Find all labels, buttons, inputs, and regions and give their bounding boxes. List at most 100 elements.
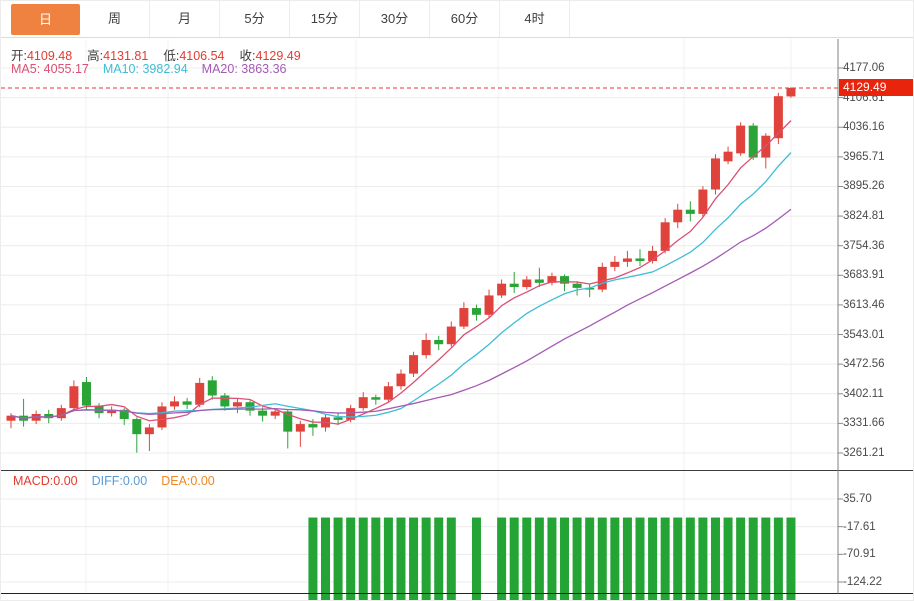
macd-bar [610, 517, 620, 600]
y-axis-label: -124.22 [843, 576, 883, 588]
macd-bar [648, 517, 658, 600]
candle [497, 283, 507, 296]
macd-bar [383, 517, 393, 600]
ma20-line [10, 208, 792, 419]
candle [459, 308, 469, 327]
candle [245, 402, 255, 411]
candle [6, 415, 16, 421]
macd-bar [786, 517, 796, 600]
candle [736, 125, 746, 154]
y-axis-label: 4036.16 [843, 121, 885, 134]
y-axis-label: 3331.66 [843, 417, 885, 430]
y-axis-label: 3472.56 [843, 358, 885, 371]
candle [119, 409, 129, 420]
tab-5min[interactable]: 5分 [220, 1, 290, 37]
ma-readout: MA5: 4055.17 MA10: 3982.94 MA20: 3863.36 [11, 62, 286, 76]
macd-bar [409, 517, 419, 600]
macd-bar [736, 517, 746, 600]
macd-bar [346, 517, 356, 600]
diff-value-readout: DIFF:0.00 [91, 474, 148, 488]
macd-bar [446, 517, 456, 600]
tab-60min[interactable]: 60分 [430, 1, 500, 37]
candle [635, 258, 645, 261]
ma5-line [10, 120, 792, 425]
candle [346, 408, 356, 420]
candle [182, 401, 192, 405]
macd-bar [597, 517, 607, 600]
candle [333, 417, 343, 420]
macd-bar [723, 517, 733, 600]
candle [207, 380, 217, 396]
candle [622, 258, 632, 262]
macd-bar [635, 517, 645, 600]
macd-bar [547, 517, 557, 600]
y-axis-label: 3895.26 [843, 180, 885, 193]
macd-bar [534, 517, 544, 600]
y-axis-label: -70.91 [843, 548, 876, 561]
candle [283, 411, 293, 432]
macd-bar [371, 517, 381, 600]
candle [446, 326, 456, 345]
y-axis-label: 3261.21 [843, 447, 885, 459]
candle [648, 250, 658, 261]
macd-bar [761, 517, 771, 600]
macd-readout: MACD:0.00 DIFF:0.00 DEA:0.00 [13, 474, 215, 488]
macd-bar [622, 517, 632, 600]
candle [748, 125, 758, 158]
candle [572, 283, 582, 288]
ohlc-readout: 开:4109.48 高:4131.81 低:4106.54 收:4129.49 [11, 45, 316, 64]
macd-bar [434, 517, 444, 600]
macd-bar [773, 517, 783, 600]
close-value: 4129.49 [255, 49, 301, 63]
tab-4hour[interactable]: 4时 [500, 1, 570, 37]
ma5-readout: MA5: 4055.17 [11, 62, 89, 76]
candle [710, 158, 720, 190]
y-axis-label: 4177.06 [843, 62, 885, 74]
candle [547, 276, 557, 283]
candle [308, 424, 318, 428]
candle [471, 308, 481, 315]
y-axis-label: 35.70 [843, 493, 872, 505]
macd-bar [358, 517, 368, 600]
candle [597, 266, 607, 290]
candle [685, 209, 695, 214]
macd-bar [333, 517, 343, 600]
high-value: 4131.81 [103, 49, 149, 63]
tab-day[interactable]: 日 [11, 4, 80, 35]
candle [132, 419, 142, 435]
tab-week[interactable]: 周 [80, 1, 150, 37]
ma10-readout: MA10: 3982.94 [102, 62, 188, 76]
candle [786, 87, 796, 97]
macd-bar [509, 517, 519, 600]
candle [409, 355, 419, 374]
period-tabbar: 日 周 月 5分 15分 30分 60分 4时 [1, 1, 913, 38]
candle [69, 386, 79, 409]
macd-bar [396, 517, 406, 600]
candle [295, 424, 305, 432]
tab-30min[interactable]: 30分 [360, 1, 430, 37]
candle [723, 151, 733, 162]
open-label: 开: [11, 49, 27, 63]
candle [383, 386, 393, 400]
macd-bar [421, 517, 431, 600]
macd-bar [497, 517, 507, 600]
macd-bar [660, 517, 670, 600]
candle [358, 397, 368, 409]
candle [560, 276, 570, 284]
close-label: 收: [239, 49, 256, 63]
candle [220, 395, 230, 407]
macd-bar [522, 517, 532, 600]
tab-month[interactable]: 月 [150, 1, 220, 37]
candle [522, 279, 532, 288]
tab-15min[interactable]: 15分 [290, 1, 360, 37]
candle [258, 410, 268, 416]
y-axis-label: -17.61 [843, 520, 876, 533]
y-axis-label: 3824.81 [843, 210, 885, 223]
low-value: 4106.54 [179, 49, 225, 63]
candle [94, 405, 104, 414]
high-label: 高: [87, 49, 104, 63]
open-value: 4109.48 [26, 49, 73, 63]
macd-bar [560, 517, 570, 600]
candle [698, 189, 708, 214]
